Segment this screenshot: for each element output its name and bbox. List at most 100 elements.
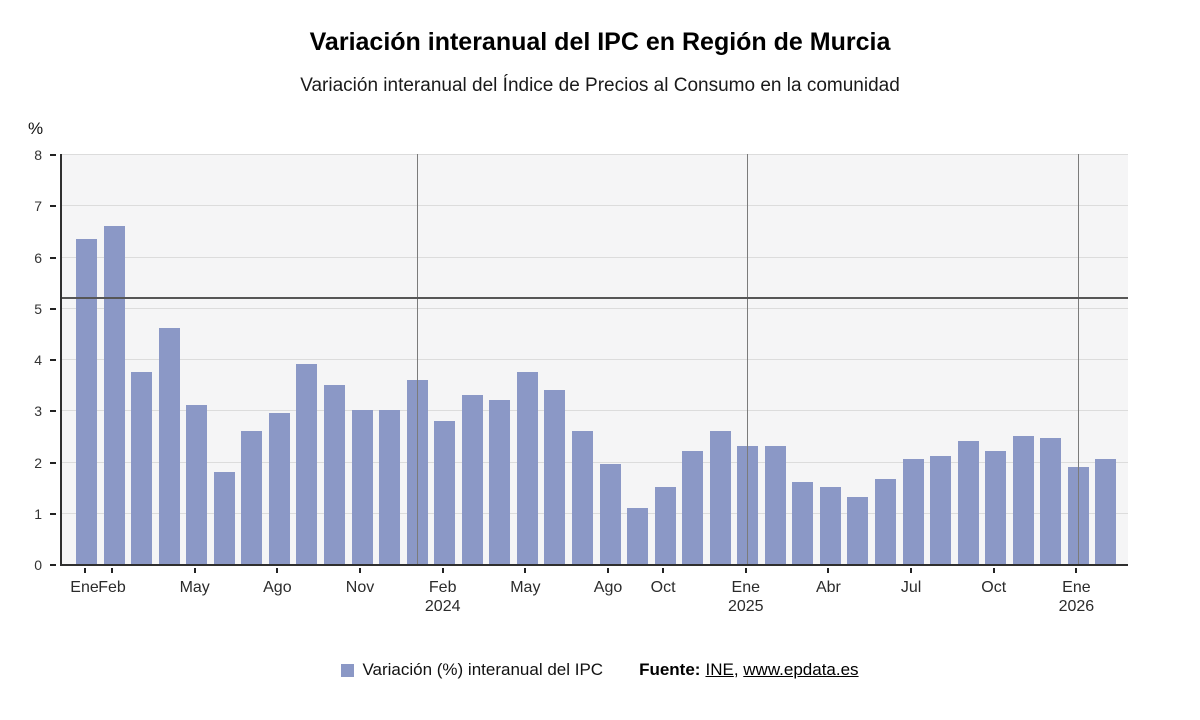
x-tick-label-27: Abr xyxy=(815,579,841,596)
chart-subtitle: Variación interanual del Índice de Preci… xyxy=(300,75,900,96)
source-prefix: Fuente: xyxy=(639,660,701,679)
bar-Oct-2025[interactable] xyxy=(985,451,1007,564)
bar-Ago-2023[interactable] xyxy=(268,412,290,564)
bar-Feb-2023[interactable] xyxy=(103,225,125,564)
bar-Nov-2024[interactable] xyxy=(682,451,704,564)
y-tick-label-3: 3 xyxy=(34,403,42,420)
bar-Dic-2024[interactable] xyxy=(709,430,731,564)
y-tick-label-6: 6 xyxy=(34,249,42,266)
bar-May-2025[interactable] xyxy=(847,497,869,564)
x-tick-label-4: May xyxy=(179,579,210,596)
x-tick-label-13: Feb 2024 xyxy=(401,578,485,616)
source-link-ine[interactable]: INE xyxy=(705,660,734,679)
gridline-1 xyxy=(62,512,1128,514)
y-tick-mark-8 xyxy=(50,154,56,156)
y-tick-label-1: 1 xyxy=(34,505,42,522)
bar-Sep-2025[interactable] xyxy=(957,441,979,564)
year-divider-Ene-2026 xyxy=(1077,154,1079,564)
x-tick-label-33: Oct xyxy=(981,579,1007,596)
legend-label: Variación (%) interanual del IPC xyxy=(362,660,604,679)
bar-Ago-2024[interactable] xyxy=(599,464,621,564)
x-tick-mark-24 xyxy=(744,568,747,573)
bar-Feb-2026[interactable] xyxy=(1095,458,1117,564)
bar-Abr-2023[interactable] xyxy=(158,328,180,564)
bar-Dic-2023[interactable] xyxy=(379,410,401,564)
bar-Nov-2023[interactable] xyxy=(351,410,373,564)
bar-Ene-2023[interactable] xyxy=(76,238,97,564)
y-tick-mark-5 xyxy=(50,307,56,310)
y-tick-mark-6 xyxy=(50,256,56,259)
gridline-7 xyxy=(62,205,1128,207)
year-divider-Ene-2025 xyxy=(747,154,749,564)
source-separator: , xyxy=(733,660,744,679)
x-tick-mark-33 xyxy=(992,568,995,573)
x-tick-mark-30 xyxy=(910,568,913,573)
gridline-6 xyxy=(62,256,1128,258)
source-link-epdata[interactable]: www.epdata.es xyxy=(743,660,859,679)
gridline-8 xyxy=(62,154,1128,155)
chart-title: Variación interanual del IPC en Región d… xyxy=(309,28,891,56)
y-axis-unit-label: % xyxy=(28,119,44,138)
x-tick-label-1: Feb xyxy=(98,579,126,596)
bar-Feb-2024[interactable] xyxy=(434,420,456,564)
bar-Mar-2023[interactable] xyxy=(131,371,153,564)
y-axis: 0 1 2 3 4 5 6 7 8 xyxy=(0,148,58,572)
x-tick-mark-36 xyxy=(1075,568,1078,573)
y-tick-label-2: 2 xyxy=(34,454,42,471)
bar-May-2024[interactable] xyxy=(516,371,538,564)
y-tick-mark-2 xyxy=(50,461,56,464)
y-tick-label-5: 5 xyxy=(34,300,42,317)
y-tick-mark-3 xyxy=(50,410,56,413)
bar-Jul-2024[interactable] xyxy=(571,430,593,564)
y-tick-label-7: 7 xyxy=(34,198,42,215)
legend-marker xyxy=(341,663,355,677)
bar-Mar-2024[interactable] xyxy=(461,394,483,564)
y-tick-label-8: 8 xyxy=(34,147,42,163)
x-tick-year-2025: 2025 xyxy=(727,598,764,615)
bar-Jun-2023[interactable] xyxy=(213,471,235,564)
y-tick-mark-1 xyxy=(50,512,56,515)
x-tick-label-30: Jul xyxy=(900,579,922,596)
x-tick-year-2024: 2024 xyxy=(424,598,461,615)
bar-Oct-2023[interactable] xyxy=(323,384,345,564)
bar-Abr-2025[interactable] xyxy=(819,487,841,564)
bar-Nov-2025[interactable] xyxy=(1012,435,1034,564)
reference-line xyxy=(62,296,1128,299)
x-tick-label-16: May xyxy=(510,579,541,596)
bar-Jun-2025[interactable] xyxy=(875,479,897,564)
x-tick-mark-13 xyxy=(441,568,444,573)
x-tick-label-21: Oct xyxy=(650,579,676,596)
bar-May-2023[interactable] xyxy=(186,405,208,564)
plot-area xyxy=(60,154,1128,566)
x-tick-mark-4 xyxy=(193,568,196,573)
chart-footer: Variación (%) interanual del IPC Fuente:… xyxy=(0,656,1200,684)
y-tick-mark-0 xyxy=(50,564,56,566)
x-tick-mark-0 xyxy=(83,568,86,573)
gridline-3 xyxy=(62,410,1128,412)
bar-Jul-2023[interactable] xyxy=(241,430,263,564)
bar-Jun-2024[interactable] xyxy=(544,389,566,564)
bar-Jul-2025[interactable] xyxy=(902,458,924,564)
bar-Ago-2025[interactable] xyxy=(930,456,952,564)
x-tick-label-10: Nov xyxy=(345,579,375,596)
gridline-2 xyxy=(62,461,1128,463)
x-tick-mark-10 xyxy=(359,568,362,573)
x-tick-mark-7 xyxy=(276,568,279,573)
bar-Sep-2024[interactable] xyxy=(627,507,649,564)
legend-item[interactable]: Variación (%) interanual del IPC xyxy=(341,660,603,680)
source-line: Fuente: INE, www.epdata.es xyxy=(639,660,858,680)
bar-Oct-2024[interactable] xyxy=(654,487,676,564)
x-tick-mark-1 xyxy=(111,568,114,573)
bar-Sep-2023[interactable] xyxy=(296,364,318,564)
bar-Abr-2024[interactable] xyxy=(489,400,511,564)
bar-Dic-2025[interactable] xyxy=(1040,438,1062,564)
y-tick-label-0: 0 xyxy=(34,557,42,573)
bar-Mar-2025[interactable] xyxy=(792,482,814,564)
gridline-5 xyxy=(62,307,1128,309)
x-tick-label-36: Ene 2026 xyxy=(1034,578,1118,616)
bar-Feb-2025[interactable] xyxy=(764,446,786,564)
x-tick-label-0: Ene xyxy=(70,579,99,596)
y-tick-label-4: 4 xyxy=(34,352,42,368)
x-tick-mark-16 xyxy=(524,568,527,573)
x-tick-mark-19 xyxy=(607,568,609,573)
